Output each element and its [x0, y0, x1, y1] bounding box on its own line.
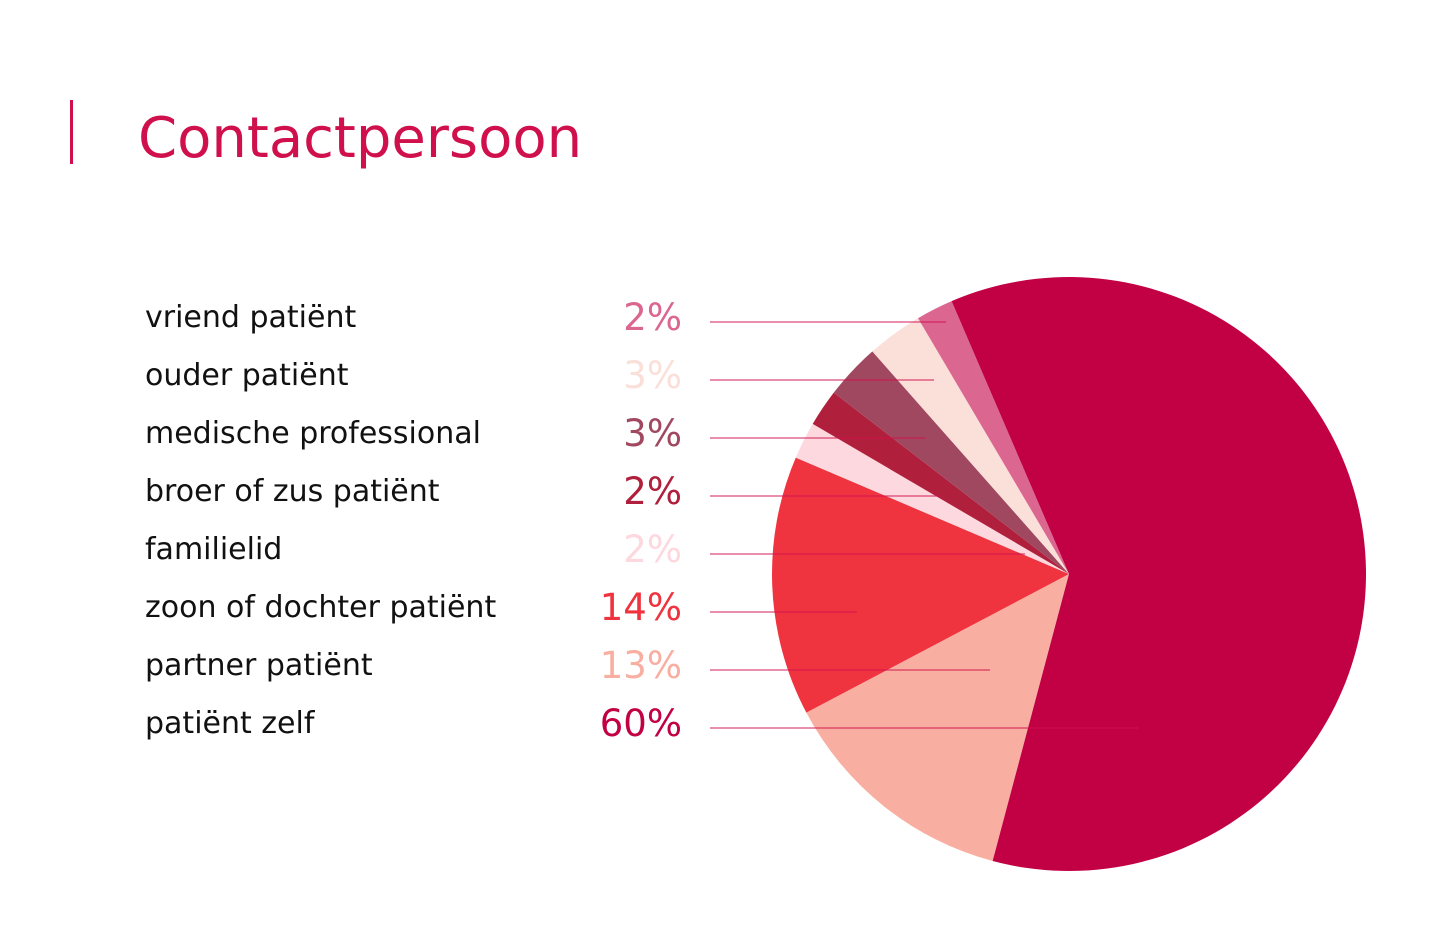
- pie-slice: [772, 457, 1069, 713]
- legend-percentage: 3%: [623, 354, 682, 397]
- legend-percentage: 60%: [599, 702, 682, 745]
- legend-label: broer of zus patiënt: [145, 474, 440, 509]
- title-accent-bar: [70, 100, 73, 164]
- legend-label: zoon of dochter patiënt: [145, 590, 497, 625]
- pie-slice: [795, 423, 1069, 574]
- pie-slice: [806, 574, 1069, 862]
- chart-title: Contactpersoon: [138, 106, 583, 171]
- legend-label: ouder patiënt: [145, 358, 349, 393]
- legend-label: partner patiënt: [145, 648, 373, 683]
- legend-label: patiënt zelf: [145, 706, 315, 741]
- pie-slice: [872, 318, 1069, 574]
- pie-slice: [951, 277, 1366, 872]
- legend-percentage: 2%: [623, 296, 682, 339]
- legend-percentage: 13%: [599, 644, 682, 687]
- legend-percentage: 14%: [599, 586, 682, 629]
- legend-label: vriend patiënt: [145, 300, 357, 335]
- legend-percentage: 2%: [623, 528, 682, 571]
- pie-slice: [918, 301, 1069, 574]
- legend-label: familielid: [145, 532, 283, 567]
- legend-label: medische professional: [145, 416, 481, 451]
- legend-percentage: 3%: [623, 412, 682, 455]
- pie-slice: [833, 351, 1069, 574]
- legend-percentage: 2%: [623, 470, 682, 513]
